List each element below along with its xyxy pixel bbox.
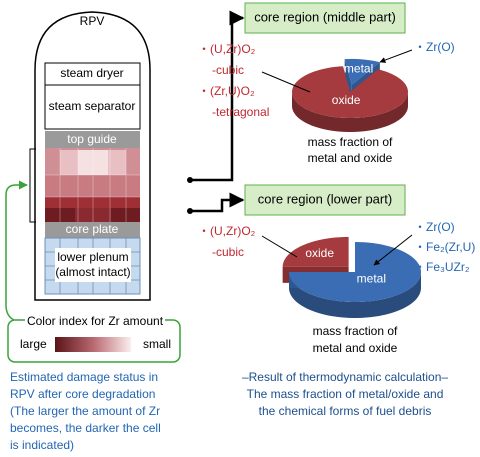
- section-title: core region (middle part): [254, 9, 396, 24]
- plenum-label: lower plenum: [57, 250, 128, 264]
- pie-side: [292, 92, 408, 132]
- metal-species: ・Zr(O): [414, 220, 455, 234]
- part: [45, 131, 140, 148]
- part: [45, 222, 140, 238]
- pie-slice: [289, 242, 421, 302]
- pointer: [261, 49, 413, 93]
- slice-label: oxide: [332, 93, 361, 107]
- pies: metal oxide oxide metal: [282, 58, 421, 318]
- right-caption: –Result of thermodynamic calculation– Th…: [242, 370, 448, 418]
- pie-slice: [344, 58, 380, 85]
- pie-caption: metal and oxide: [313, 341, 398, 355]
- legend-low: large: [20, 337, 47, 351]
- pie-side: [289, 272, 421, 318]
- caption-line: Estimated damage status in: [10, 370, 158, 384]
- oxide-species: -tetragonal: [212, 105, 269, 119]
- left-caption: Estimated damage status in RPV after cor…: [10, 370, 161, 452]
- pie-caption: metal and oxide: [308, 151, 393, 165]
- part-label: steam separator: [49, 99, 136, 113]
- oxide-species: -cubic: [212, 63, 244, 77]
- part-label: top guide: [67, 132, 117, 146]
- connector: [190, 10, 245, 182]
- legend-title: Color index for Zr amount: [27, 314, 164, 328]
- section-title: core region (lower part): [258, 191, 392, 206]
- oxide-species: ・(U,Zr)O₂: [198, 224, 256, 238]
- connector: [190, 192, 245, 213]
- caption-line: –Result of thermodynamic calculation–: [242, 370, 448, 384]
- legend-title-bg: [25, 315, 165, 329]
- metal-species: ・Zr(O): [414, 40, 455, 54]
- part-label: core plate: [66, 222, 119, 236]
- caption-line: the chemical forms of fuel debris: [259, 404, 432, 418]
- slice-label: metal: [344, 61, 373, 75]
- plenum-label: (almost intact): [55, 265, 130, 279]
- oxide-species: ・(Zr,U)O₂: [198, 84, 255, 98]
- part: [44, 84, 141, 130]
- pie-slice: [282, 236, 349, 267]
- pointer: [261, 234, 413, 265]
- caption-line: RPV after core degradation: [10, 387, 155, 401]
- oxide-species: -cubic: [212, 245, 244, 259]
- caption-line: becomes, the darker the cell: [10, 421, 161, 435]
- pie-cut: [344, 59, 352, 99]
- lower-plenum: [44, 237, 141, 295]
- metal-species: ・Fe₂(Zr,U): [414, 240, 475, 254]
- slice-label: metal: [357, 272, 386, 286]
- pie-caption: mass fraction of: [313, 324, 398, 338]
- bracket: [29, 148, 36, 223]
- legend-gradient: [55, 337, 131, 352]
- legend-high: small: [143, 337, 171, 351]
- rpv-label: RPV: [80, 14, 105, 28]
- core-cells: [45, 148, 140, 222]
- caption-line: is indicated): [10, 438, 74, 452]
- caption-line: (The larger the amount of Zr: [10, 404, 160, 418]
- caption-line: The mass fraction of metal/oxide and: [247, 387, 444, 401]
- section-box: [244, 184, 406, 216]
- part-label: steam dryer: [60, 66, 123, 80]
- section-box: [244, 2, 406, 34]
- slice-label: oxide: [305, 246, 334, 260]
- pie-slice: [292, 66, 408, 118]
- oxide-species: ・(U,Zr)O₂: [198, 42, 256, 56]
- metal-species: ・Fe₃UZr₂: [414, 260, 470, 274]
- legend-arrow: [5, 180, 28, 321]
- pie-caption: mass fraction of: [308, 135, 393, 149]
